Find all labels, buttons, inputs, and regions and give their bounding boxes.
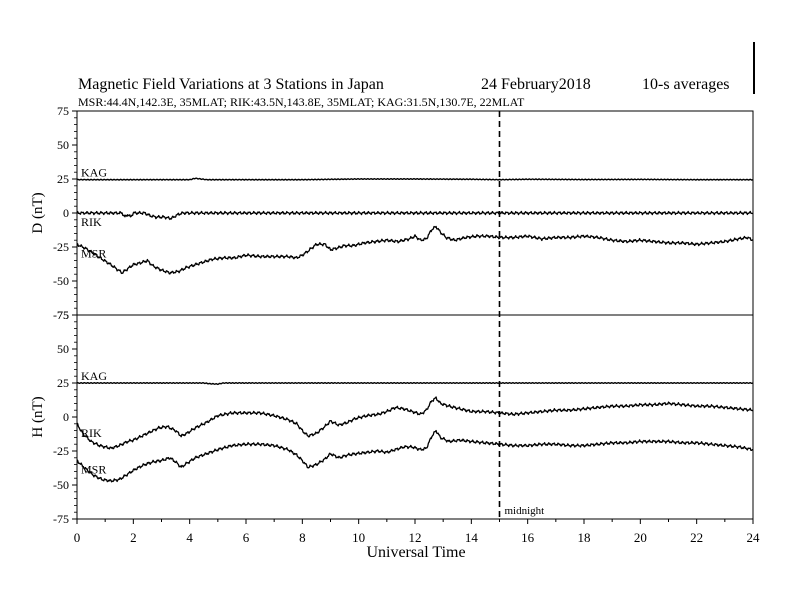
x-tick-label: 12 [409, 530, 422, 545]
panel-h-y-ticks: 75 50 25 0 -25 -50 -75 [53, 308, 77, 526]
y-tick-label: 0 [63, 410, 69, 424]
series-label-kag: KAG [81, 369, 107, 383]
panel-d-ylabel: D (nT) [30, 192, 46, 233]
panel-d-y-ticks: 75 50 25 0 -25 -50 -75 [53, 104, 77, 322]
y-tick-label: 25 [57, 376, 69, 390]
y-tick-label: -75 [53, 512, 69, 526]
x-tick-label: 16 [521, 530, 535, 545]
y-tick-label: -25 [53, 444, 69, 458]
x-tick-label: 14 [465, 530, 479, 545]
y-tick-label: -25 [53, 240, 69, 254]
x-tick-label: 4 [186, 530, 193, 545]
y-tick-label: 75 [57, 308, 69, 322]
y-tick-label: 50 [57, 342, 69, 356]
x-tick-label: 22 [690, 530, 703, 545]
panel-d-series-labels: KAG RIK MSR [81, 166, 107, 261]
y-tick-label: -75 [53, 308, 69, 322]
panel-h-frame [76, 314, 754, 520]
y-tick-label: 0 [63, 206, 69, 220]
y-tick-label: -50 [53, 274, 69, 288]
series-line-msr [76, 225, 754, 275]
chart-date: 24 February2018 [481, 76, 591, 93]
series-label-rik: RIK [81, 215, 102, 229]
y-tick-label: -50 [53, 478, 69, 492]
panel-h-series-labels: KAG RIK MSR [81, 369, 107, 477]
x-axis-label: Universal Time [366, 544, 465, 561]
series-line-kag [76, 177, 754, 181]
x-tick-label: 20 [634, 530, 647, 545]
midnight-label: midnight [505, 505, 545, 517]
panel-d: 75 50 25 0 -25 -50 -75 KAG RIK MSR D (nT) [30, 104, 754, 322]
chart-averaging: 10-s averages [642, 76, 730, 93]
series-label-msr: MSR [81, 246, 106, 260]
series-line-msr [76, 429, 754, 483]
series-label-msr: MSR [81, 463, 106, 477]
y-tick-label: 25 [57, 172, 69, 186]
chart-title: Magnetic Field Variations at 3 Stations … [78, 76, 384, 93]
x-tick-label: 2 [130, 530, 137, 545]
y-tick-label: 50 [57, 138, 69, 152]
x-tick-label: 0 [74, 530, 81, 545]
series-line-rik [76, 210, 754, 221]
x-tick-label: 10 [352, 530, 365, 545]
panel-h: 75 50 25 0 -25 -50 -75 KAG RIK MSR H (nT) [30, 308, 754, 526]
series-label-rik: RIK [81, 426, 102, 440]
stations-info: MSR:44.4N,142.3E, 35MLAT; RIK:43.5N,143.… [78, 95, 525, 109]
x-tick-label: 6 [243, 530, 250, 545]
series-line-rik [76, 396, 754, 450]
x-tick-label: 24 [747, 530, 761, 545]
panel-h-ylabel: H (nT) [30, 396, 46, 437]
x-tick-label: 8 [299, 530, 306, 545]
x-tick-label: 18 [578, 530, 591, 545]
panel-d-series [76, 177, 754, 275]
x-axis-ticks: 0 2 4 6 8 10 12 14 16 18 20 22 24 [74, 519, 760, 545]
series-label-kag: KAG [81, 166, 107, 180]
series-line-kag [76, 382, 754, 386]
panel-h-series [76, 382, 754, 483]
y-tick-label: 75 [57, 104, 69, 118]
